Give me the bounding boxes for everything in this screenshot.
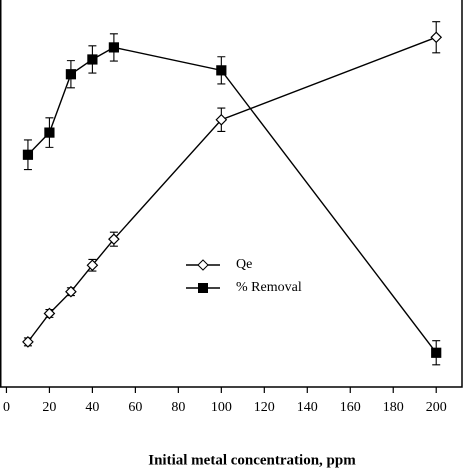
marker	[215, 113, 228, 126]
marker	[86, 259, 99, 272]
marker	[108, 42, 119, 53]
marker	[65, 285, 77, 298]
x-tick-label: 180	[383, 400, 404, 415]
marker	[65, 69, 77, 80]
legend-label: Qe	[236, 257, 252, 272]
legend-marker	[197, 259, 209, 271]
x-axis-label: Initial metal concentration, ppm	[148, 452, 356, 468]
marker	[216, 65, 227, 76]
marker	[108, 233, 120, 246]
marker	[43, 307, 56, 320]
marker	[431, 347, 442, 358]
x-tick-label: 0	[3, 400, 10, 415]
marker	[22, 149, 34, 160]
x-tick-label: 140	[297, 400, 318, 415]
series-line	[27, 36, 437, 343]
plot-frame	[0, 0, 463, 388]
marker	[22, 336, 34, 348]
x-tick-label: 40	[85, 400, 99, 415]
marker	[44, 127, 55, 138]
x-tick-label: 100	[211, 400, 232, 415]
legend-label: % Removal	[236, 280, 302, 295]
x-tick-label: 80	[171, 400, 185, 415]
series-line	[27, 46, 437, 354]
x-tick-label: 200	[426, 400, 447, 415]
legend-marker	[198, 283, 208, 293]
marker	[87, 54, 98, 65]
x-tick-label: 160	[340, 400, 361, 415]
x-tick-label: 60	[128, 400, 142, 415]
x-tick-label: 120	[254, 400, 275, 415]
x-tick-label: 20	[42, 400, 56, 415]
marker	[430, 31, 443, 44]
